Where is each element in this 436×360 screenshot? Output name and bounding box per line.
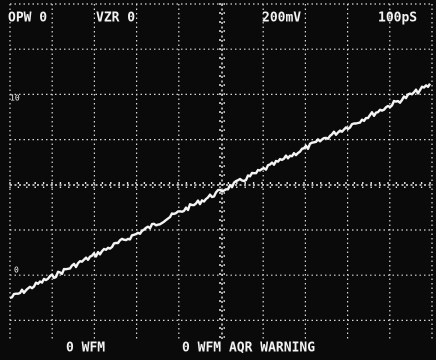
screen-background — [0, 0, 436, 360]
footer-left: 0 WFM — [66, 341, 105, 356]
channel-a-label: OPW 0 — [8, 11, 47, 26]
volts-per-div: 200mV — [262, 11, 301, 26]
footer-right: 0 WFM AQR WARNING — [182, 341, 315, 356]
oscilloscope-screen: OPW 0 VZR 0 200mV 100pS 10 0 0 WFM 0 WFM… — [0, 0, 436, 360]
channel-b-label: VZR 0 — [96, 11, 135, 26]
time-per-div: 100pS — [378, 11, 417, 26]
upper-marker: 10 — [10, 94, 20, 103]
lower-marker: 0 — [14, 266, 19, 275]
